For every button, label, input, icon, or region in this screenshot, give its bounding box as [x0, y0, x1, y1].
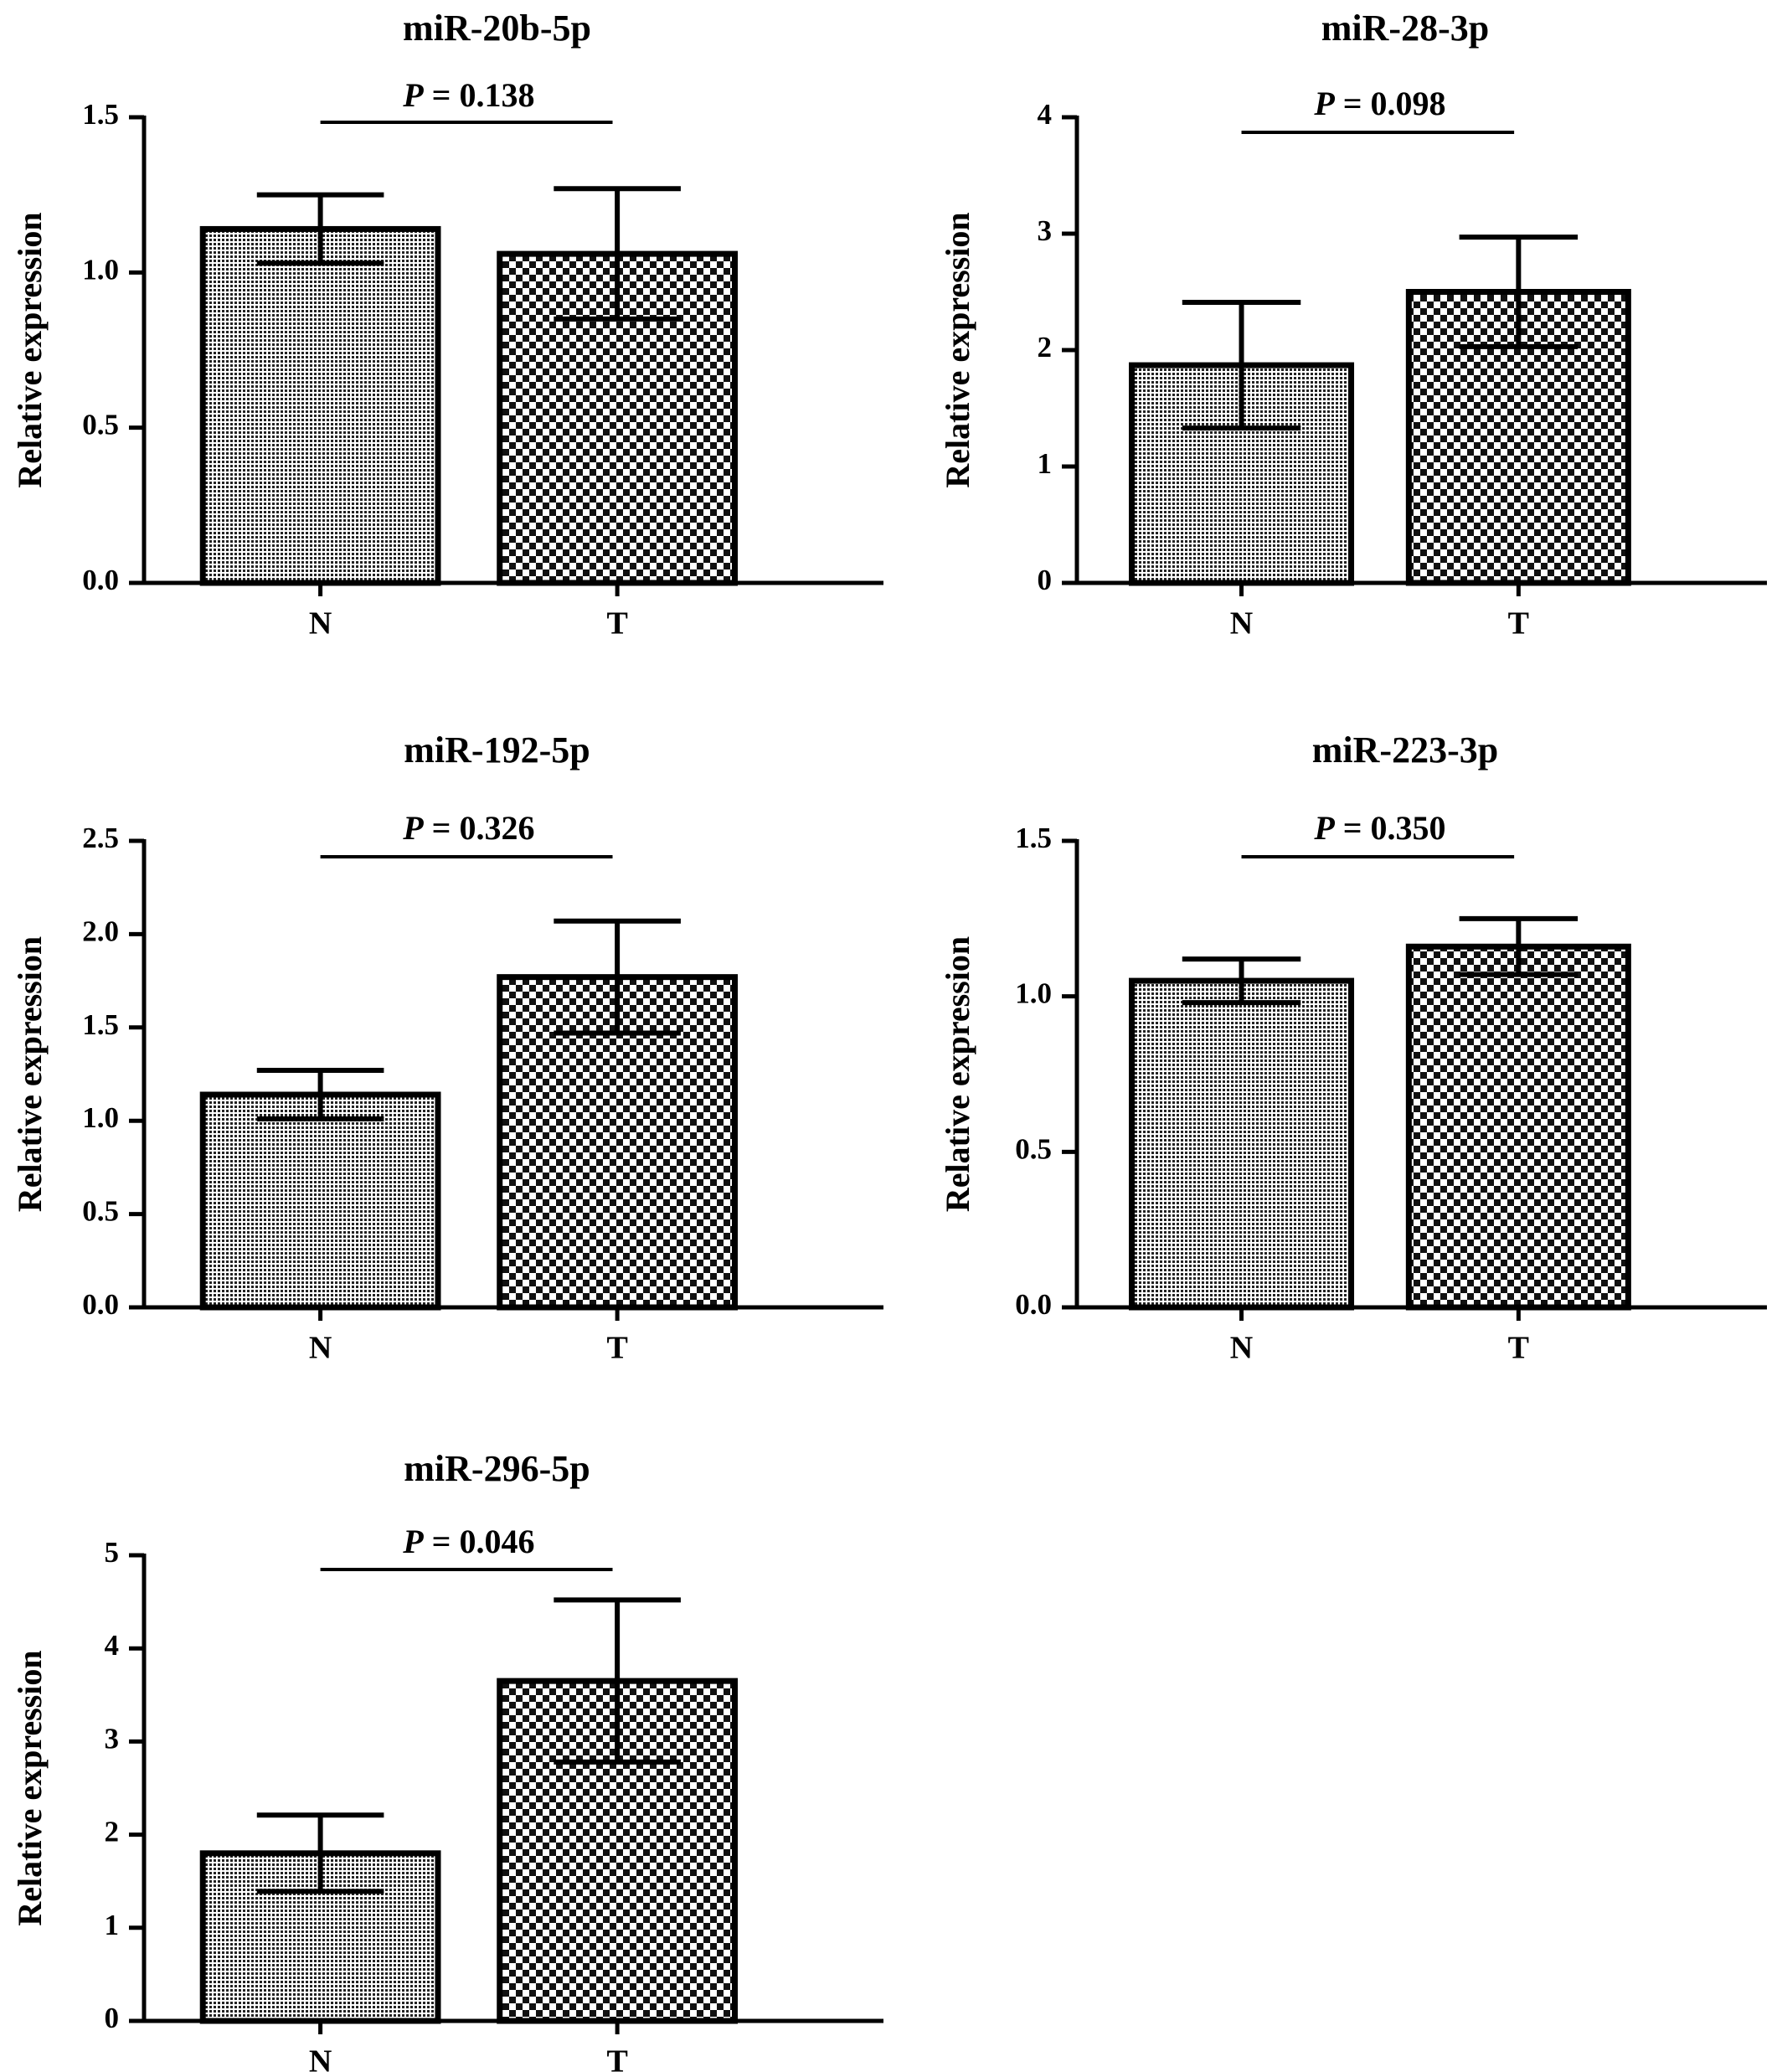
p-value-label: P = 0.098	[1313, 85, 1445, 122]
chart-panel-3: miR-192-5p Relative expression 0.0 0.5 1.0 1.…	[11, 729, 883, 1366]
p-value-label: P = 0.046	[402, 1523, 534, 1560]
y-tick-label: 1	[1038, 447, 1053, 480]
y-axis-label: Relative expression	[11, 212, 49, 487]
chart-panel-1: miR-20b-5p Relative expression 0.0 0.5 1.0 1.…	[11, 8, 883, 642]
chart-title: miR-296-5p	[404, 1448, 590, 1489]
y-tick-label: 2	[105, 1816, 120, 1848]
bar-N	[199, 225, 441, 586]
y-tick-label: 4	[105, 1629, 120, 1662]
chart-title: miR-192-5p	[404, 729, 590, 771]
y-tick-label: 0.5	[82, 1195, 119, 1228]
y-tick-label: 5	[105, 1536, 120, 1569]
p-value-text: = 0.138	[424, 76, 535, 114]
y-tick-label: 0.0	[1015, 1288, 1052, 1321]
p-value-text: = 0.098	[1335, 85, 1446, 122]
bar-N	[1129, 977, 1355, 1311]
p-value-text: = 0.326	[424, 809, 535, 847]
chart-panels: miR-20b-5p Relative expression 0.0 0.5 1.0 1.…	[11, 8, 1767, 2072]
p-symbol: P	[402, 809, 424, 847]
p-symbol: P	[402, 1523, 424, 1560]
y-tick-label: 0.0	[82, 1288, 119, 1321]
y-tick-label: 1.5	[82, 98, 119, 131]
x-tick-label: N	[1230, 1331, 1253, 1366]
y-tick-label: 0.5	[1015, 1132, 1052, 1165]
p-symbol: P	[1313, 85, 1335, 122]
p-value-text: = 0.350	[1335, 809, 1446, 847]
y-tick-label: 0.5	[82, 409, 119, 441]
y-axis-label: Relative expression	[939, 212, 976, 487]
x-tick-label: N	[1230, 606, 1253, 642]
y-tick-label: 1.5	[1015, 822, 1052, 854]
y-tick-label: 3	[1038, 214, 1053, 247]
x-tick-label: N	[309, 2044, 332, 2072]
bar-T	[1405, 943, 1631, 1311]
x-tick-label: T	[606, 1331, 627, 1366]
y-tick-label: 0	[1038, 564, 1053, 596]
y-tick-label: 1.0	[82, 1101, 119, 1134]
chart-title: miR-20b-5p	[403, 8, 591, 49]
x-tick-label: T	[1508, 1331, 1529, 1366]
p-value-label: P = 0.326	[402, 809, 534, 847]
y-tick-label: 1.0	[1015, 977, 1052, 1010]
y-tick-label: 4	[1038, 98, 1053, 131]
y-tick-label: 2.0	[82, 915, 119, 947]
chart-panel-5: miR-296-5p Relative expression 0 1 2 3 4 5 N T P =…	[11, 1448, 883, 2072]
x-tick-label: N	[309, 1331, 332, 1366]
chart-title: miR-223-3p	[1312, 729, 1498, 771]
p-value-text: = 0.046	[424, 1523, 535, 1560]
chart-panel-4: miR-223-3p Relative expression 0.0 0.5 1.0 1.…	[939, 729, 1767, 1366]
y-tick-label: 1	[105, 1909, 120, 1941]
p-value-label: P = 0.350	[1313, 809, 1445, 847]
x-tick-label: T	[1508, 606, 1529, 642]
y-tick-label: 0.0	[82, 564, 119, 596]
x-tick-label: N	[309, 606, 332, 642]
y-tick-label: 1.5	[82, 1008, 119, 1041]
p-symbol: P	[1313, 809, 1335, 847]
chart-panel-2: miR-28-3p Relative expression 0 1 2 3 4 N T P = 0…	[939, 8, 1767, 642]
y-axis-label: Relative expression	[11, 936, 49, 1212]
y-axis-label: Relative expression	[939, 936, 976, 1212]
y-axis-label: Relative expression	[11, 1650, 49, 1925]
y-tick-label: 2	[1038, 331, 1053, 363]
y-tick-label: 2.5	[82, 822, 119, 854]
chart-title: miR-28-3p	[1321, 8, 1489, 49]
x-tick-label: T	[606, 606, 627, 642]
y-tick-label: 0	[105, 2002, 120, 2034]
bar-N	[199, 1091, 441, 1311]
p-value-label: P = 0.138	[402, 76, 534, 114]
y-tick-label: 3	[105, 1722, 120, 1755]
y-tick-label: 1.0	[82, 253, 119, 286]
x-tick-label: T	[606, 2044, 627, 2072]
p-symbol: P	[402, 76, 424, 114]
